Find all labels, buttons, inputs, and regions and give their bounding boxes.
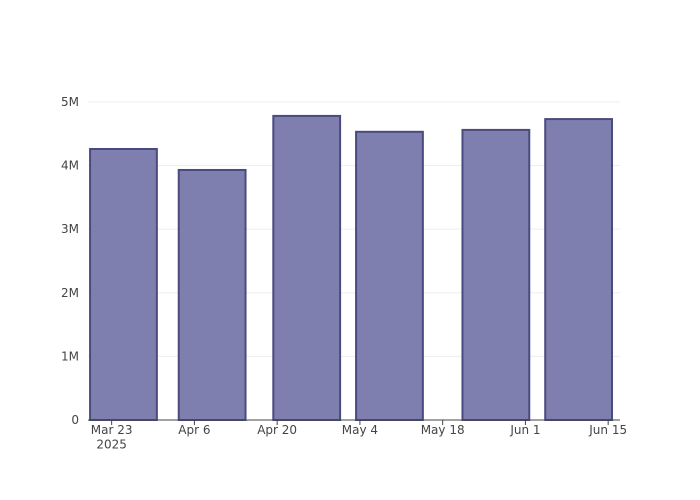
- x-tick-label: Mar 23 2025: [91, 423, 133, 451]
- bar: [544, 118, 614, 422]
- x-tick-label: Apr 20: [257, 423, 297, 437]
- y-tick-label: 1M: [61, 349, 79, 363]
- y-tick-label: 2M: [61, 286, 79, 300]
- x-tick-label: Apr 6: [178, 423, 210, 437]
- y-tick-label: 0: [71, 413, 79, 427]
- x-tick-label: May 4: [342, 423, 378, 437]
- y-tick-label: 4M: [61, 159, 79, 173]
- bar: [177, 168, 247, 421]
- x-tick-label: Jun 15: [588, 423, 627, 437]
- bar: [355, 130, 424, 421]
- bar: [461, 128, 531, 421]
- bar: [272, 114, 342, 421]
- y-tick-label: 3M: [61, 222, 79, 236]
- x-tick-label: May 18: [421, 423, 465, 437]
- y-tick-label: 5M: [61, 95, 79, 109]
- bar: [89, 147, 158, 421]
- x-tick-label: Jun 1: [509, 423, 540, 437]
